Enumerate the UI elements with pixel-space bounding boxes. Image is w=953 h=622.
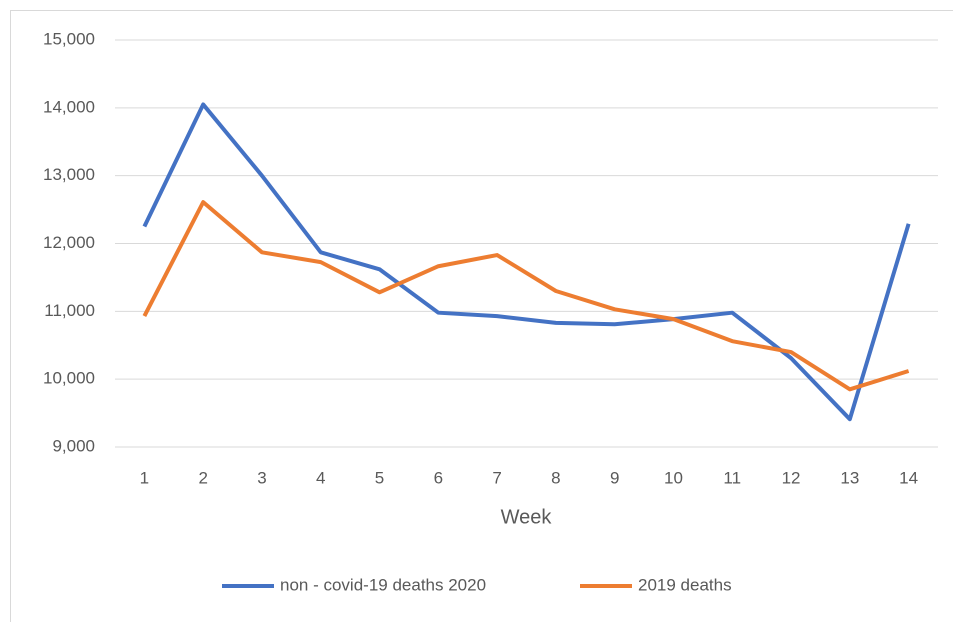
x-tick-label: 7: [492, 468, 501, 487]
x-tick-label: 1: [140, 468, 149, 487]
x-tick-label: 11: [723, 468, 741, 487]
x-tick-label: 14: [899, 468, 918, 487]
x-tick-label: 5: [375, 468, 384, 487]
x-tick-label: 12: [782, 468, 801, 487]
y-tick-label: 10,000: [43, 369, 95, 388]
y-tick-label: 14,000: [43, 97, 95, 116]
x-tick-label: 13: [840, 468, 859, 487]
x-axis-label: Week: [501, 506, 553, 528]
y-tick-label: 9,000: [52, 436, 95, 455]
y-tick-label: 15,000: [43, 29, 95, 48]
x-tick-label: 4: [316, 468, 325, 487]
x-tick-label: 6: [434, 468, 443, 487]
x-tick-label: 2: [198, 468, 207, 487]
series-line: [142, 102, 911, 422]
x-tick-label: 9: [610, 468, 619, 487]
y-tick-label: 11,000: [44, 301, 95, 320]
chart-frame: [10, 10, 953, 622]
x-tick-label: 10: [664, 468, 683, 487]
legend-label: non - covid-19 deaths 2020: [280, 575, 486, 594]
legend-label: 2019 deaths: [638, 575, 732, 594]
x-tick-label: 8: [551, 468, 560, 487]
y-tick-label: 13,000: [43, 165, 95, 184]
series-line: [142, 200, 910, 392]
y-tick-label: 12,000: [43, 233, 95, 252]
x-tick-label: 3: [257, 468, 266, 487]
